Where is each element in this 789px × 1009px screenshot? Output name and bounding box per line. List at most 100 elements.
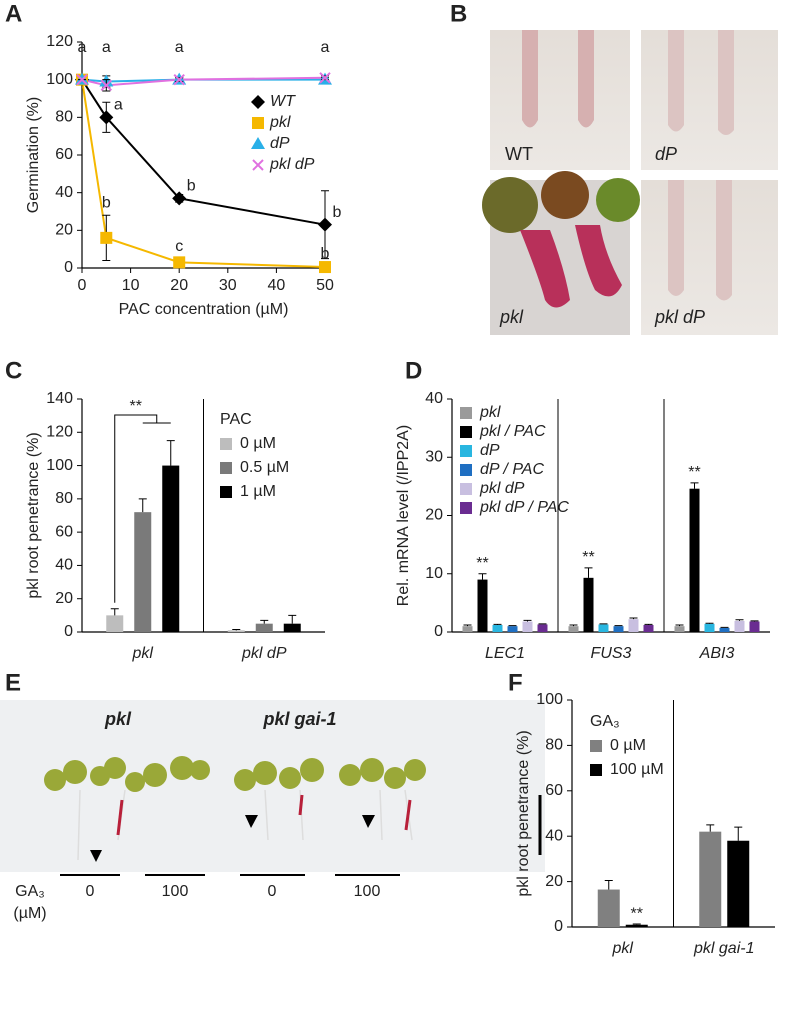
y-axis-label: pkl root penetrance (%) (25, 432, 42, 598)
bar (598, 624, 609, 632)
point-label: b (102, 194, 111, 211)
bar (583, 577, 594, 632)
series-line (81, 76, 326, 87)
error-bar (614, 625, 623, 627)
legend-label: WT (270, 93, 296, 110)
x-tick-label: 0 (78, 277, 87, 294)
legend-swatch (460, 483, 472, 495)
point-label: a (114, 97, 123, 114)
bar (613, 626, 624, 632)
bar (227, 630, 245, 632)
legend-swatch (460, 426, 472, 438)
y-tick-label: 100 (46, 457, 73, 474)
y-tick-label: 40 (55, 184, 73, 201)
legend-swatch (460, 407, 472, 419)
panel-label: F (508, 669, 523, 696)
y-axis-label: Germination (%) (25, 97, 42, 213)
bar (134, 512, 152, 632)
significance: ** (582, 549, 594, 566)
point-label: a (175, 39, 184, 56)
y-axis-label: pkl root penetrance (%) (515, 730, 532, 896)
error-bar (706, 824, 715, 832)
legend-label: dP (480, 442, 500, 459)
dose-label: 0 (268, 883, 277, 900)
bar (689, 488, 700, 632)
seed (541, 171, 589, 219)
legend-swatch (460, 464, 472, 476)
legend-label: pkl / PAC (479, 423, 546, 440)
y-tick-label: 20 (55, 590, 73, 607)
x-axis-label: PAC concentration (µM) (119, 301, 289, 318)
root (520, 225, 622, 308)
marker (76, 73, 88, 86)
y-tick-label: 100 (536, 691, 563, 708)
y-tick-label: 10 (425, 565, 443, 582)
legend-label: pkl (479, 404, 501, 421)
x-tick-label: pkl (132, 645, 154, 662)
annotation: ** (130, 398, 142, 415)
y-tick-label: 30 (425, 448, 443, 465)
bar (674, 626, 685, 632)
error-bar (599, 623, 608, 625)
legend-label: 0 µM (610, 737, 646, 754)
legend-label: dP / PAC (480, 461, 544, 478)
marker (319, 72, 331, 84)
legend-swatch (220, 462, 232, 474)
significance: ** (631, 905, 643, 922)
error-bar (110, 608, 119, 616)
x-tick-label: 10 (122, 277, 140, 294)
bar (699, 831, 722, 927)
error-bar (478, 573, 487, 580)
legend-swatch (590, 740, 602, 752)
legend-swatch (460, 445, 472, 457)
bar (719, 627, 730, 632)
point-label: a (78, 39, 87, 56)
x-tick-label: pkl gai-1 (693, 940, 754, 957)
dose-label: 100 (162, 883, 189, 900)
panel-label: E (5, 669, 21, 696)
y-tick-label: 20 (55, 222, 73, 239)
leaves (44, 756, 426, 792)
bar (462, 626, 473, 632)
seed (596, 178, 640, 222)
y-tick-label: 20 (545, 873, 563, 890)
bar (568, 626, 579, 632)
legend-marker (252, 159, 264, 171)
root (668, 30, 734, 135)
arrowheads (90, 815, 375, 862)
bar (734, 620, 745, 632)
error-bar (260, 619, 269, 624)
x-tick-label: 20 (170, 277, 188, 294)
legend-label: 1 µM (240, 483, 276, 500)
legend-swatch (460, 502, 472, 514)
y-tick-label: 60 (55, 523, 73, 540)
legend-swatch (220, 486, 232, 498)
dose-label: 0 (86, 883, 95, 900)
photo-label: dP (655, 144, 677, 164)
x-tick-label: FUS3 (591, 645, 632, 662)
marker (318, 217, 332, 232)
error-bar (232, 629, 241, 631)
marker (99, 110, 114, 125)
y-tick-label: 120 (46, 424, 73, 441)
error-bar (690, 482, 699, 489)
error-bar (750, 620, 759, 622)
x-tick-label: ABI3 (699, 645, 735, 662)
marker (100, 231, 113, 244)
error-bar (720, 626, 729, 628)
panel-label: B (450, 0, 467, 27)
x-tick-label: 40 (268, 277, 286, 294)
error-bar (675, 624, 684, 627)
root (668, 180, 732, 301)
error-bar (538, 623, 547, 625)
y-tick-label: 80 (545, 737, 563, 754)
legend-label: pkl dP (479, 480, 525, 497)
point-label: a (321, 39, 330, 56)
error-bar (629, 617, 638, 620)
bar (727, 840, 750, 927)
y-tick-label: 20 (425, 507, 443, 524)
error-bar (493, 623, 502, 626)
legend-label: 100 µM (610, 761, 664, 778)
error-bar (569, 624, 578, 627)
photo-label: pkl dP (654, 307, 705, 327)
